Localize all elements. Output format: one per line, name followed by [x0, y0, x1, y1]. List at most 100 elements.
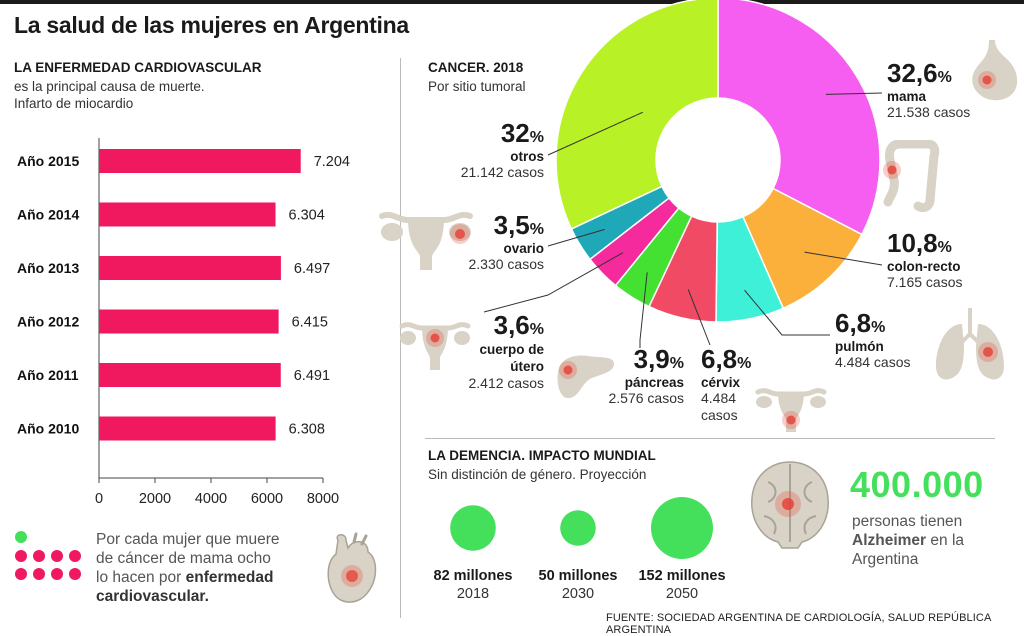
name-cervix: cérvix — [701, 375, 741, 390]
intestine-icon — [883, 140, 940, 212]
legend-line-2: de cáncer de mama ocho — [96, 550, 271, 567]
cervix-icon — [755, 388, 827, 432]
bar-value-label: 6.308 — [289, 422, 325, 438]
leader-line — [547, 111, 643, 156]
pct-pulmon: 6,8 — [835, 308, 872, 338]
legend-line-1: Por cada mujer que muere — [96, 531, 280, 548]
label-ovario: 3,5% ovario 2.330 casos — [446, 210, 545, 272]
dementia-bubble-chart — [450, 497, 713, 559]
cardio-subtitle-2: Infarto de miocardio — [14, 96, 134, 111]
bar-category-label: Año 2010 — [17, 421, 79, 437]
alz-bold: Alzheimer — [852, 532, 927, 549]
pct-ovario: 3,5 — [493, 210, 530, 240]
legend-dot-pink — [33, 550, 45, 562]
bar-value-label: 6.497 — [294, 261, 330, 277]
cases-colon: 7.165 casos — [887, 274, 963, 290]
bar-value-label: 6.491 — [294, 368, 330, 384]
legend-dot-pink — [15, 550, 27, 562]
label-colon-recto: 10,8% colon-recto 7.165 casos — [887, 228, 963, 290]
dementia-value-2018: 82 millones — [433, 568, 513, 584]
dementia-value-2030: 50 millones — [538, 568, 618, 584]
legend-bold-1: enfermedad — [185, 569, 274, 586]
dementia-subtitle: Sin distinción de género. Proyección — [428, 467, 647, 482]
lungs-icon — [936, 308, 1004, 380]
cardio-title: LA ENFERMEDAD CARDIOVASCULAR — [14, 60, 262, 75]
bar — [99, 149, 301, 173]
alzheimer-text: personas tienen Alzheimer en la Argentin… — [852, 512, 1012, 569]
cases-utero: 2.412 casos — [468, 375, 545, 391]
dementia-year-2050: 2050 — [665, 586, 699, 602]
bar-category-label: Año 2012 — [17, 314, 79, 330]
bar — [99, 309, 279, 334]
cases-mama: 21.538 casos — [887, 104, 971, 120]
legend-dots — [15, 531, 81, 580]
dementia-year-2030: 2030 — [561, 586, 595, 602]
bar-value-label: 6.304 — [289, 208, 325, 224]
bar-category-label: Año 2011 — [17, 367, 79, 383]
dementia-bubble — [651, 497, 713, 559]
legend-text: Por cada mujer que muere de cáncer de ma… — [96, 530, 326, 606]
pct-otros: 32 — [500, 118, 530, 148]
top-rule — [0, 0, 1024, 4]
x-tick-label: 8000 — [307, 491, 339, 507]
name-otros: otros — [510, 149, 544, 164]
bar-category-label: Año 2015 — [17, 153, 79, 169]
cases-pulmon: 4.484 casos — [835, 354, 911, 370]
legend-line-3: lo hacen por — [96, 569, 186, 586]
brain-icon — [751, 461, 829, 549]
name-ovario: ovario — [503, 241, 544, 256]
cases-otros: 21.142 casos — [460, 164, 544, 180]
x-tick-label: 2000 — [139, 491, 171, 507]
pct-utero: 3,6 — [493, 310, 530, 340]
pct-colon: 10,8 — [887, 228, 938, 258]
legend-dot-pink — [69, 550, 81, 562]
bar-value-label: 6.415 — [292, 315, 328, 331]
heart-icon — [327, 532, 377, 603]
pct-mama: 32,6 — [887, 58, 938, 88]
bar — [99, 256, 281, 280]
legend-dot-pink — [51, 568, 63, 580]
alz-line-2: en la — [926, 532, 965, 549]
leader-line — [825, 92, 883, 95]
bar — [99, 202, 276, 227]
breast-icon — [972, 40, 1018, 101]
bar-category-label: Año 2014 — [17, 207, 79, 223]
bar-category-label: Año 2013 — [17, 260, 79, 276]
page-title: La salud de las mujeres en Argentina — [14, 12, 409, 38]
leader-line — [547, 228, 605, 247]
donut-slice — [717, 0, 881, 236]
cancer-donut-chart — [483, 0, 883, 348]
alz-line-3: Argentina — [852, 551, 919, 568]
label-pulmon: 6,8% pulmón 4.484 casos — [835, 308, 911, 370]
cancer-title: CANCER. 2018 — [428, 60, 524, 75]
label-pancreas: 3,9% páncreas 2.576 casos — [594, 344, 685, 406]
uterus-ovary-icon — [379, 211, 473, 270]
x-tick-label: 6000 — [251, 491, 283, 507]
legend-dot-pink — [69, 568, 81, 580]
dementia-title: LA DEMENCIA. IMPACTO MUNDIAL — [428, 448, 656, 463]
bar — [99, 416, 276, 441]
horizontal-divider — [425, 438, 995, 439]
label-cuerpo-utero: 3,6% cuerpo de útero 2.412 casos — [446, 310, 545, 391]
alzheimer-count: 400.000 — [850, 464, 984, 505]
name-pulmon: pulmón — [835, 339, 884, 354]
cases-cervix: 4.484 casos — [701, 390, 738, 423]
leader-line — [744, 289, 830, 336]
dementia-bubble — [450, 505, 496, 551]
cancer-subtitle: Por sitio tumoral — [428, 79, 526, 94]
dementia-year-2018: 2018 — [456, 586, 490, 602]
source-note: FUENTE: SOCIEDAD ARGENTINA DE CARDIOLOGÍ… — [606, 612, 991, 636]
dementia-bubble — [560, 510, 596, 546]
name-pancreas: páncreas — [624, 375, 684, 390]
name-utero: cuerpo de útero — [479, 342, 544, 374]
leader-line — [483, 252, 624, 313]
pct-pancreas: 3,9 — [633, 344, 670, 374]
legend-dot-pink — [51, 550, 63, 562]
leader-line — [639, 272, 648, 348]
cardio-bar-chart: 0 2000 4000 6000 8000 Año 2015 7.204 Año 2014 6.… — [17, 138, 350, 507]
label-cervix: 6,8% cérvix 4.484 casos — [701, 344, 761, 424]
leader-line — [804, 251, 883, 266]
dementia-value-2050: 152 millones — [638, 568, 726, 584]
pancreas-icon — [557, 355, 614, 399]
alz-line-1: personas tienen — [852, 513, 963, 530]
